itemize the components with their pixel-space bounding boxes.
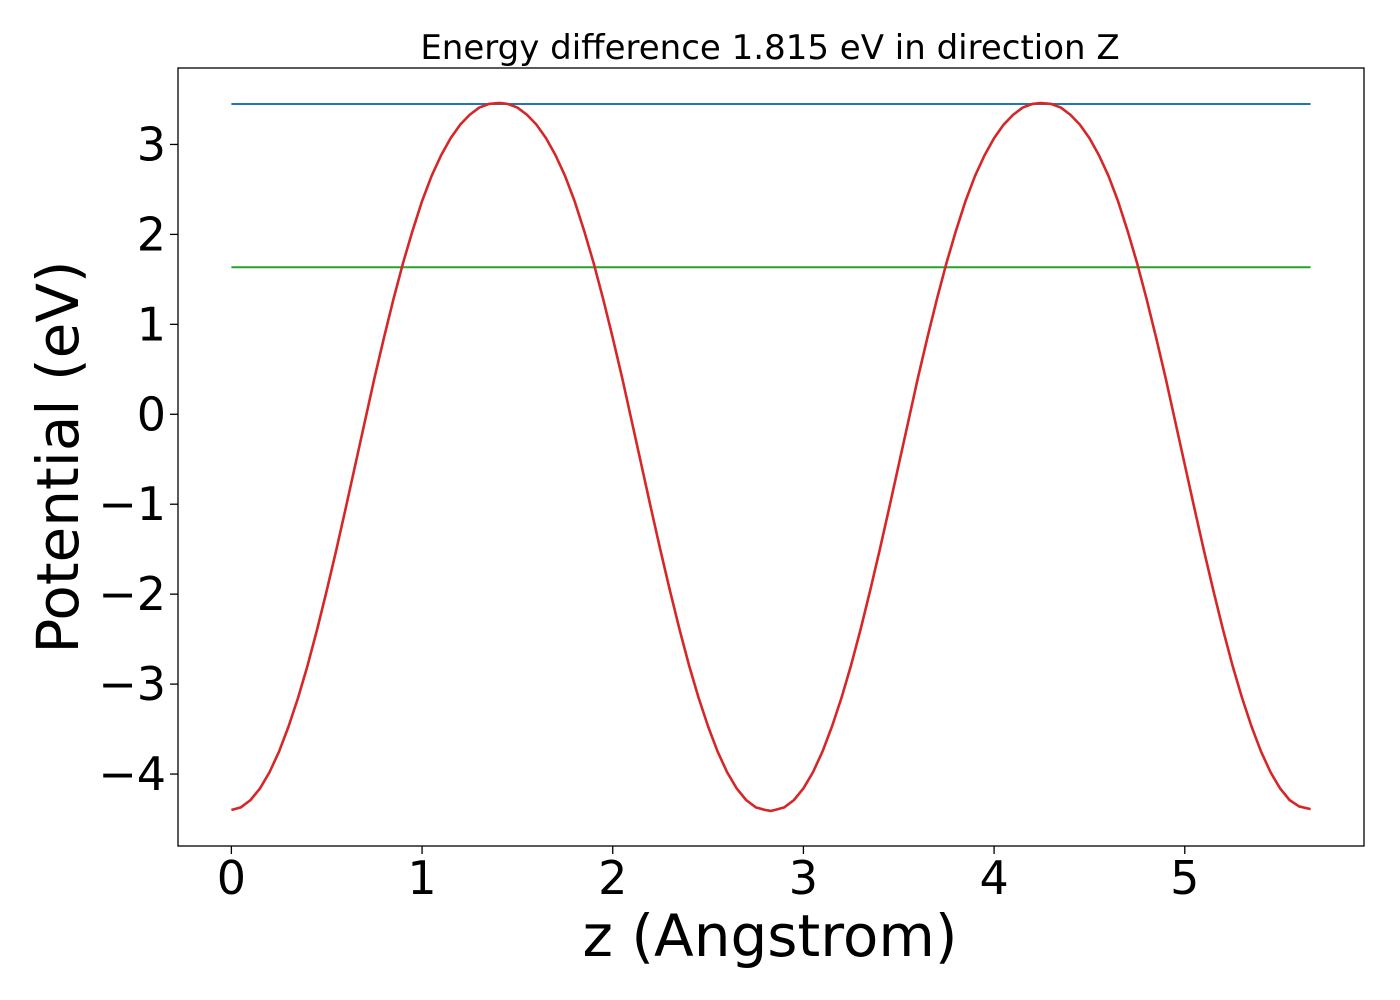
series-layer [231,101,1311,813]
y-tick-label: −3 [98,657,166,711]
y-tick-label: −4 [98,747,166,801]
y-tick-label: −2 [98,567,166,621]
y-tick-label: −1 [98,477,166,531]
plot-frame [177,67,1365,847]
x-tick-label: 4 [979,851,1008,905]
x-tick-label: 1 [407,851,436,905]
x-axis-label: z (Angstrom) [583,902,958,970]
y-tick-label: 0 [137,387,166,441]
y-tick-label: 3 [137,117,166,171]
y-axis-label: Potential (eV) [24,260,92,653]
y-axis: 3 2 1 0 −1 −2 −3 −4 [98,117,178,801]
x-tick-label: 2 [598,851,627,905]
x-tick-label: 3 [789,851,818,905]
x-tick-label: 5 [1170,851,1199,905]
y-tick-label: 1 [137,297,166,351]
y-tick-label: 2 [137,207,166,261]
potential-curve [231,101,1311,813]
x-tick-label: 0 [217,851,246,905]
x-axis: 0 1 2 3 4 5 [217,846,1199,905]
chart-title: Energy difference 1.815 eV in direction … [420,28,1119,68]
